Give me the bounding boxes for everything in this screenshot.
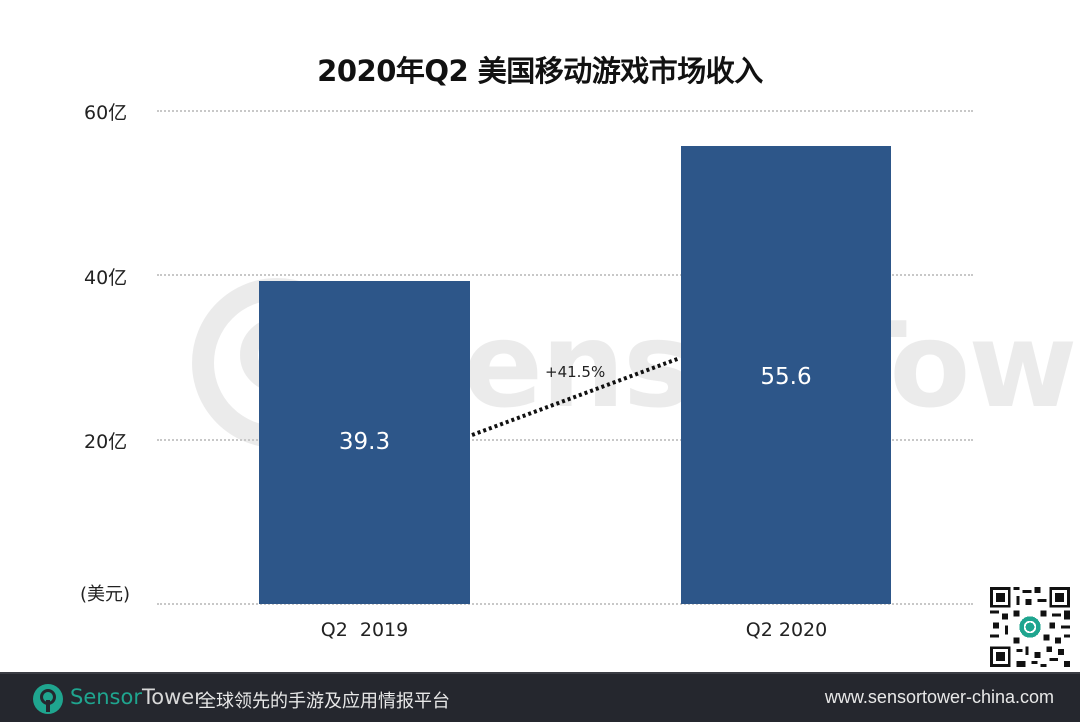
bar-value-label: 39.3: [338, 429, 391, 455]
y-axis-unit: (美元): [80, 584, 131, 605]
footer-tagline: 全球领先的手游及应用情报平台: [198, 691, 450, 712]
x-tick-q2-2020: Q2 2020: [745, 619, 828, 641]
footer-bar: SensorTower 全球领先的手游及应用情报平台 www.sensortow…: [0, 672, 1080, 722]
brand-part-tower: Tower: [141, 685, 203, 709]
footer-url: www.sensortower-china.com: [824, 687, 1054, 707]
y-tick-40: 40亿: [84, 267, 128, 289]
x-tick-q2-2019: Q2 2019: [320, 619, 409, 641]
gridline-0: [157, 603, 973, 605]
gridline-60: [157, 110, 973, 112]
chart-title: 2020年Q2 美国移动游戏市场收入: [317, 54, 763, 88]
bar-value-label: 55.6: [760, 364, 812, 390]
y-tick-20: 20亿: [84, 431, 128, 453]
brand-part-sensor: Sensor: [70, 685, 142, 709]
sensortower-logo-icon: [33, 684, 63, 714]
gridline-40: [157, 274, 973, 276]
y-tick-60: 60亿: [84, 102, 128, 124]
growth-trend-line: [471, 356, 681, 437]
growth-percentage-label: +41.5%: [545, 363, 606, 381]
footer-brand: SensorTower: [70, 685, 203, 709]
logo-stem: [46, 700, 50, 712]
bar-q2-2020: 55.6: [681, 146, 891, 604]
gridline-20: [157, 439, 973, 441]
bar-q2-2019: 39.3: [259, 281, 470, 604]
qr-code-icon: [986, 584, 1074, 670]
chart-area: 2020年Q2 美国移动游戏市场收入 SensorTower 60亿 40亿 2…: [80, 54, 1080, 670]
